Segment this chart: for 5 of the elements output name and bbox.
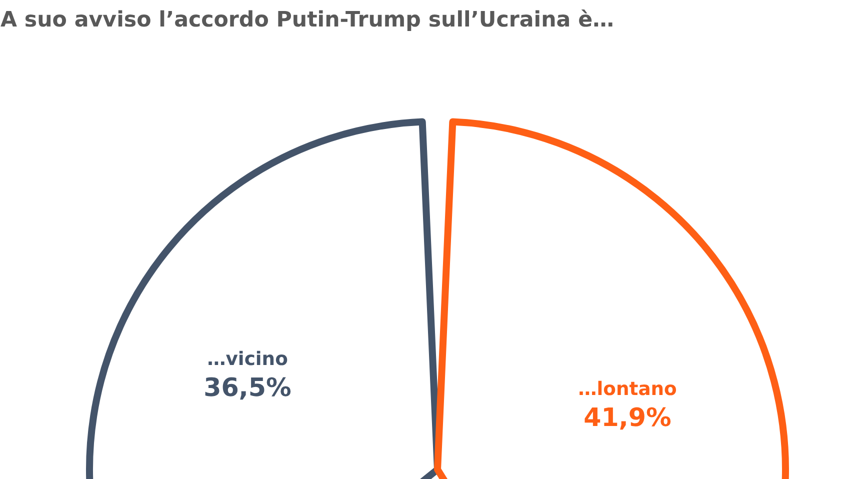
slice-label: …lontano — [578, 378, 678, 400]
slice-label: …vicino — [207, 348, 288, 370]
data-label: 41,9% — [584, 402, 672, 432]
chart-title: A suo avviso l’accordo Putin-Trump sull’Ucraina è… — [0, 8, 614, 32]
data-label: 36,5% — [204, 372, 292, 402]
